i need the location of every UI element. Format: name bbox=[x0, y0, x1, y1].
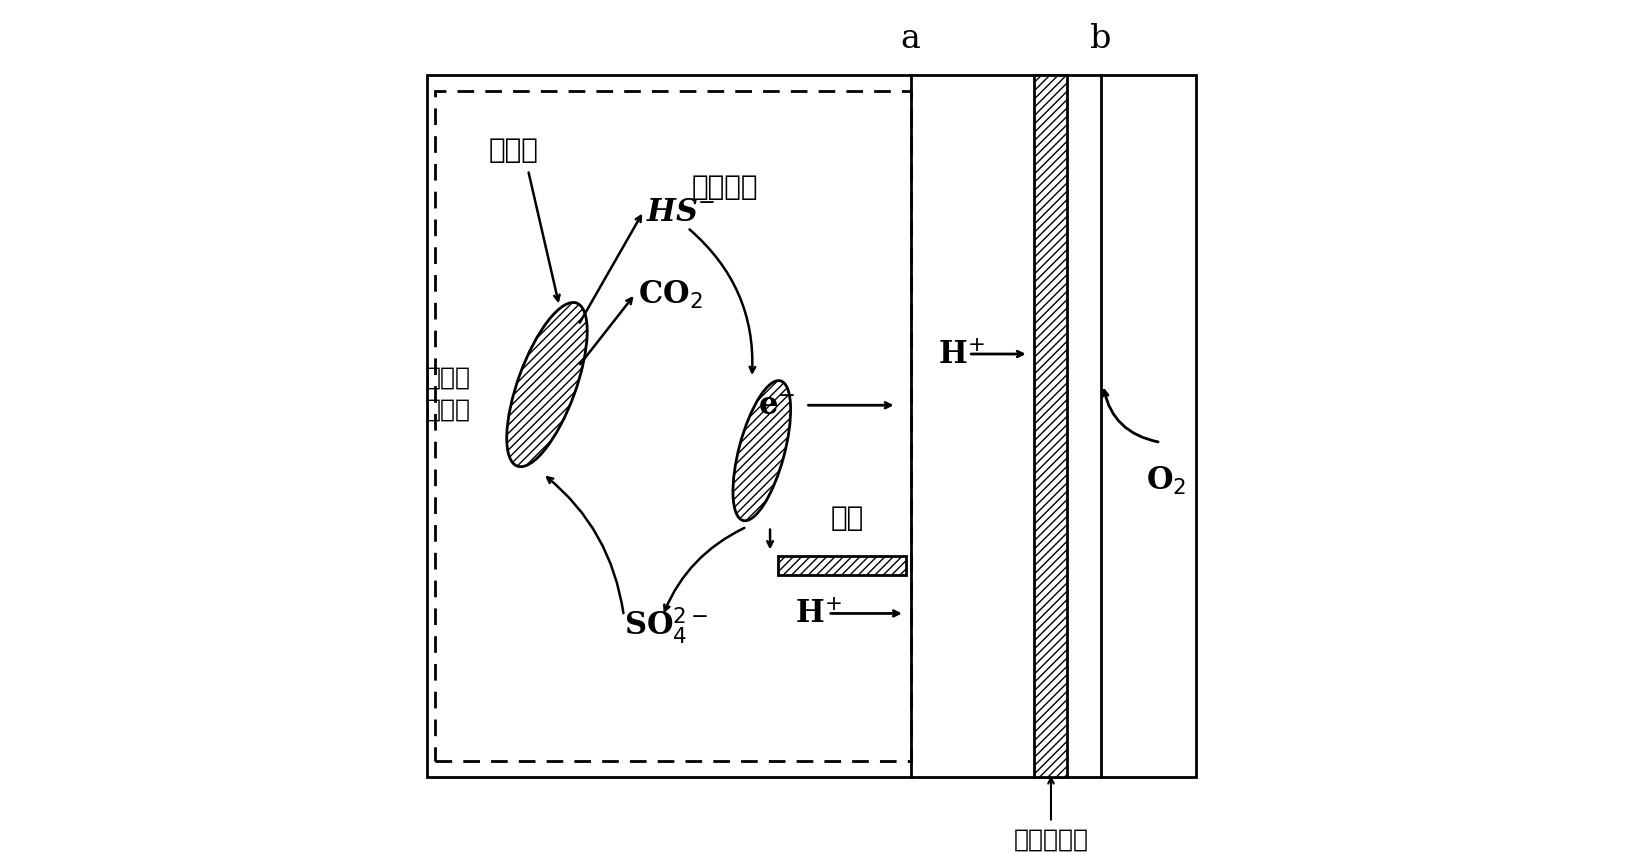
Text: 硫酸盐
还原菌: 硫酸盐 还原菌 bbox=[425, 366, 469, 421]
Bar bbox=[435, 92, 910, 761]
Text: 介质: 介质 bbox=[830, 504, 862, 531]
Bar bbox=[1033, 76, 1068, 777]
Text: 质子交换膜: 质子交换膜 bbox=[1012, 826, 1087, 850]
Ellipse shape bbox=[732, 381, 791, 521]
Text: a: a bbox=[900, 23, 919, 55]
Text: e$^{-}$: e$^{-}$ bbox=[756, 390, 794, 421]
Text: H$^{+}$: H$^{+}$ bbox=[937, 339, 985, 370]
Ellipse shape bbox=[507, 303, 587, 467]
Text: SO$_{4}^{2-}$: SO$_{4}^{2-}$ bbox=[623, 604, 707, 645]
Text: CO$_{2}$: CO$_{2}$ bbox=[637, 279, 703, 310]
Bar bbox=[427, 76, 1195, 777]
Text: 有机物: 有机物 bbox=[489, 136, 538, 164]
Bar bbox=[778, 557, 906, 575]
Text: 硫氧化菌: 硫氧化菌 bbox=[691, 173, 758, 201]
Text: b: b bbox=[1089, 23, 1110, 55]
Text: O$_{2}$: O$_{2}$ bbox=[1146, 464, 1187, 496]
Text: H$^{+}$: H$^{+}$ bbox=[794, 598, 841, 630]
Text: HS$^{-}$: HS$^{-}$ bbox=[645, 196, 716, 227]
